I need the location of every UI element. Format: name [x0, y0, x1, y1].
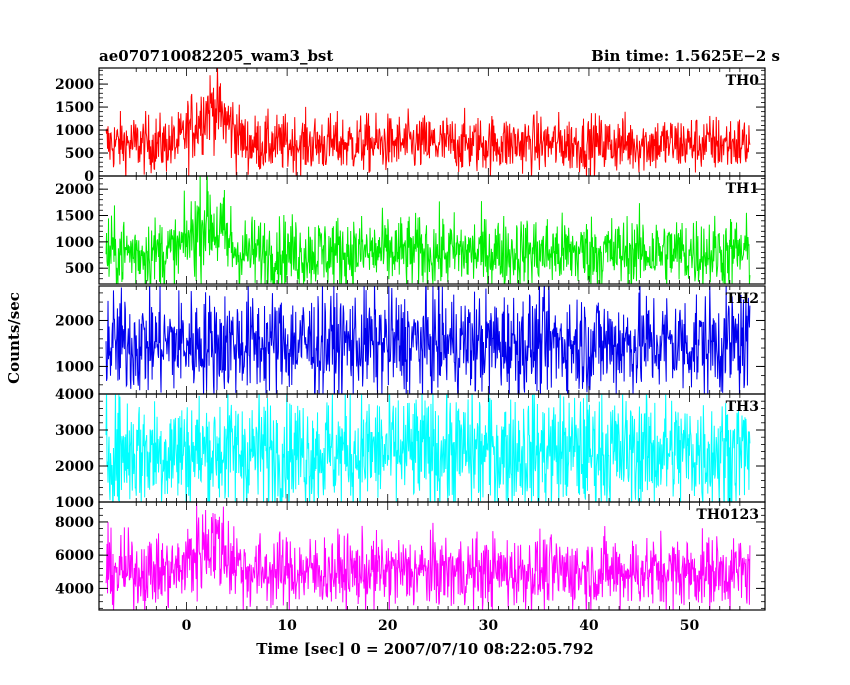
y-tick-label: 2000: [55, 182, 94, 198]
x-tick-label: 20: [378, 618, 398, 634]
panel-label-th2: TH2: [726, 291, 759, 307]
panel-label-th3: TH3: [726, 399, 759, 415]
x-tick-label: 50: [680, 618, 700, 634]
bin-time-label: Bin time: 1.5625E−2 s: [591, 47, 780, 65]
y-tick-label: 2000: [55, 459, 94, 475]
panel-label-th1: TH1: [726, 181, 759, 197]
y-tick-label: 4000: [55, 387, 94, 403]
y-tick-label: 2000: [55, 77, 94, 93]
y-tick-label: 0: [84, 169, 94, 185]
panel-th3: 1000 2000 3000 4000 TH3: [55, 387, 766, 511]
series-line-th2: [105, 286, 751, 394]
y-tick-label: 1000: [55, 495, 94, 511]
y-tick-label: 1500: [55, 209, 94, 225]
panel-th0: 0 500 1000 1500 2000 TH0: [55, 67, 766, 185]
panel-th2: 1000 2000 TH2: [55, 285, 766, 395]
series-line-th0: [105, 68, 751, 176]
panel-th0123: 4000 6000 8000 TH0123: [55, 501, 766, 611]
x-tick-label: 30: [479, 618, 499, 634]
y-tick-label: 3000: [55, 423, 94, 439]
y-tick-label: 500: [65, 261, 94, 277]
panel-label-th0123: TH0123: [696, 507, 759, 523]
series-line-th1: [105, 176, 751, 284]
panel-frame: [98, 501, 766, 611]
y-tick-label: 2000: [55, 313, 94, 329]
panel-th1: 500 1000 1500 2000 TH1: [55, 175, 766, 285]
series-line-th3: [105, 394, 751, 502]
y-tick-label: 1000: [55, 235, 94, 251]
y-tick-label: 6000: [55, 548, 94, 564]
x-tick-label: 40: [579, 618, 599, 634]
y-tick-label: 8000: [55, 515, 94, 531]
y-axis-label: Counts/sec: [5, 292, 23, 384]
y-tick-label: 1000: [55, 359, 94, 375]
y-tick-label: 4000: [55, 581, 94, 597]
y-tick-label: 1500: [55, 100, 94, 116]
y-tick-label: 500: [65, 146, 94, 162]
chart-title: ae070710082205_wam3_bst: [99, 47, 333, 65]
series-line-th0123: [105, 502, 751, 610]
x-tick-label: 10: [277, 618, 297, 634]
y-tick-label: 1000: [55, 123, 94, 139]
x-axis-label: Time [sec] 0 = 2007/07/10 08:22:05.792: [256, 640, 593, 658]
x-tick-label: 0: [182, 618, 192, 634]
panel-frame: [98, 175, 766, 285]
panel-label-th0: TH0: [726, 73, 760, 89]
